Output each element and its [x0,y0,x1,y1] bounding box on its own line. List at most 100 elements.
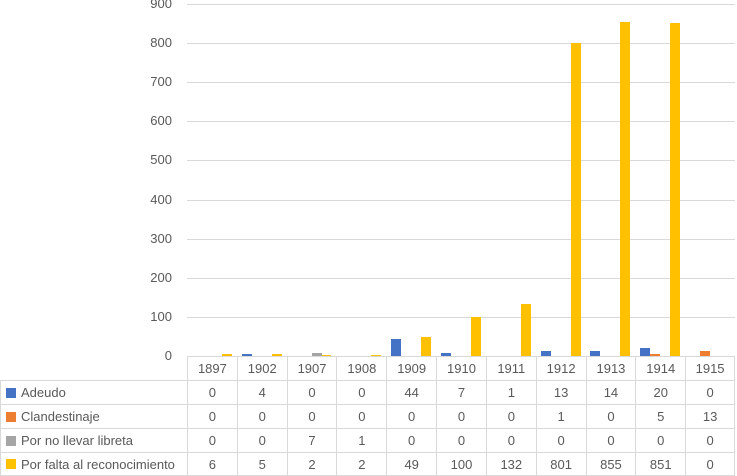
legend-cell-por-falta-al-reconocimiento: Por falta al reconocimiento [0,452,187,476]
y-axis-label-800: 800 [150,35,172,51]
bar-clandestinaje-1914 [650,354,661,356]
category-slot-1914 [635,4,685,356]
bar-group-1908 [341,4,382,356]
category-slot-1911 [486,4,536,356]
value-cell-adeudo-1897: 0 [187,380,237,404]
value-cell-adeudo-1913: 14 [585,380,636,404]
legend-swatch-adeudo [6,387,16,398]
legend-swatch-clandestinaje [6,411,16,422]
y-axis-label-100: 100 [150,308,172,324]
value-cell-por-falta-al-reconocimiento-1897: 6 [187,452,237,476]
value-cell-por-no-llevar-libreta-1907: 7 [286,428,337,452]
value-cell-por-no-llevar-libreta-1911: 0 [485,428,536,452]
legend-label-por-falta-al-reconocimiento: Por falta al reconocimiento [21,456,175,472]
value-cell-por-no-llevar-libreta-1915: 0 [685,428,735,452]
value-cell-adeudo-1915: 0 [685,380,735,404]
y-axis-label-500: 500 [150,152,172,168]
value-cell-clandestinaje-1907: 0 [286,404,337,428]
category-slot-1897 [187,4,237,356]
category-slot-1913 [586,4,636,356]
bar-por-no-llevar-libreta-1907 [311,353,322,356]
value-cell-clandestinaje-1913: 0 [585,404,636,428]
data-table: 1897 1902 1907 1908 1909 1910 1911 1912 1913 1914… [0,356,735,476]
bar-adeudo-1909 [391,338,402,356]
value-cell-adeudo-1914: 20 [635,380,686,404]
value-cell-adeudo-1902: 4 [236,380,287,404]
bar-adeudo-1910 [441,353,452,356]
y-axis-label-700: 700 [150,74,172,90]
bar-por-falta-al-reconocimiento-1908 [371,355,382,356]
year-header-cell-1907: 1907 [286,356,337,380]
value-cell-adeudo-1908: 0 [336,380,387,404]
value-cell-por-falta-al-reconocimiento-1907: 2 [286,452,337,476]
gridline-400 [187,199,735,201]
plot-area [187,4,735,356]
value-cell-por-falta-al-reconocimiento-1914: 851 [635,452,686,476]
bar-group-1913 [590,4,631,356]
bar-por-falta-al-reconocimiento-1909 [421,336,432,356]
legend-swatch-por-falta-al-reconocimiento [6,459,16,469]
legend-cell-adeudo: Adeudo [0,380,187,404]
gridline-800 [187,43,735,45]
year-header-cell-1897: 1897 [187,356,237,380]
category-slot-1910 [436,4,486,356]
legend-label-por-no-llevar-libreta: Por no llevar libreta [21,433,133,448]
value-cell-por-falta-al-reconocimiento-1911: 132 [485,452,536,476]
value-cell-clandestinaje-1914: 5 [635,404,686,428]
value-cell-clandestinaje-1911: 0 [485,404,536,428]
value-cell-por-falta-al-reconocimiento-1910: 100 [436,452,486,476]
bar-group-1902 [241,4,282,356]
value-cell-por-no-llevar-libreta-1902: 0 [236,428,287,452]
value-cell-clandestinaje-1908: 0 [336,404,387,428]
year-header-cell-1909: 1909 [386,356,437,380]
value-cell-por-falta-al-reconocimiento-1902: 5 [236,452,287,476]
bar-clandestinaje-1915 [700,350,711,356]
bar-group-1910 [441,4,481,356]
value-cell-por-no-llevar-libreta-1913: 0 [585,428,636,452]
y-axis-label-600: 600 [150,113,172,129]
value-cell-clandestinaje-1909: 0 [386,404,437,428]
legend-cell-clandestinaje: Clandestinaje [0,404,187,428]
legend-label-adeudo: Adeudo [21,385,66,400]
value-cell-por-falta-al-reconocimiento-1909: 49 [386,452,437,476]
value-cell-por-no-llevar-libreta-1912: 0 [535,428,586,452]
year-header-cell-1914: 1914 [635,356,686,380]
legend-swatch-por-no-llevar-libreta [6,435,16,446]
gridline-700 [187,82,735,84]
y-axis-label-300: 300 [150,230,172,246]
gridline-200 [187,277,735,279]
category-slot-1912 [536,4,586,356]
y-axis-label-200: 200 [150,269,172,285]
category-slot-1907 [287,4,337,356]
year-header-cell-1911: 1911 [485,356,536,380]
value-cell-adeudo-1909: 44 [386,380,437,404]
gridline-100 [187,316,735,318]
year-header-cell-1913: 1913 [585,356,636,380]
value-cell-clandestinaje-1897: 0 [187,404,237,428]
table-corner-cell [0,356,187,380]
bar-por-falta-al-reconocimiento-1897 [221,353,232,356]
value-cell-por-falta-al-reconocimiento-1915: 0 [685,452,735,476]
bar-adeudo-1902 [241,354,252,356]
bar-adeudo-1912 [540,350,551,356]
y-axis-label-900: 900 [150,0,172,11]
value-cell-por-no-llevar-libreta-1914: 0 [635,428,686,452]
bar-group-1915 [690,4,730,356]
value-cell-clandestinaje-1902: 0 [236,404,287,428]
year-header-cell-1912: 1912 [535,356,586,380]
value-cell-clandestinaje-1912: 1 [535,404,586,428]
y-axis-label-400: 400 [150,191,172,207]
bar-por-falta-al-reconocimiento-1907 [321,355,332,356]
bars-layer [187,4,735,356]
bar-adeudo-1914 [640,348,651,356]
value-cell-adeudo-1910: 7 [436,380,486,404]
gridline-900 [187,4,735,5]
bar-por-falta-al-reconocimiento-1902 [271,354,282,356]
value-cell-por-no-llevar-libreta-1908: 1 [336,428,387,452]
bar-group-1897 [192,4,232,356]
value-cell-adeudo-1907: 0 [286,380,337,404]
value-cell-clandestinaje-1910: 0 [436,404,486,428]
bar-group-1911 [490,4,531,356]
value-cell-por-falta-al-reconocimiento-1913: 855 [585,452,636,476]
